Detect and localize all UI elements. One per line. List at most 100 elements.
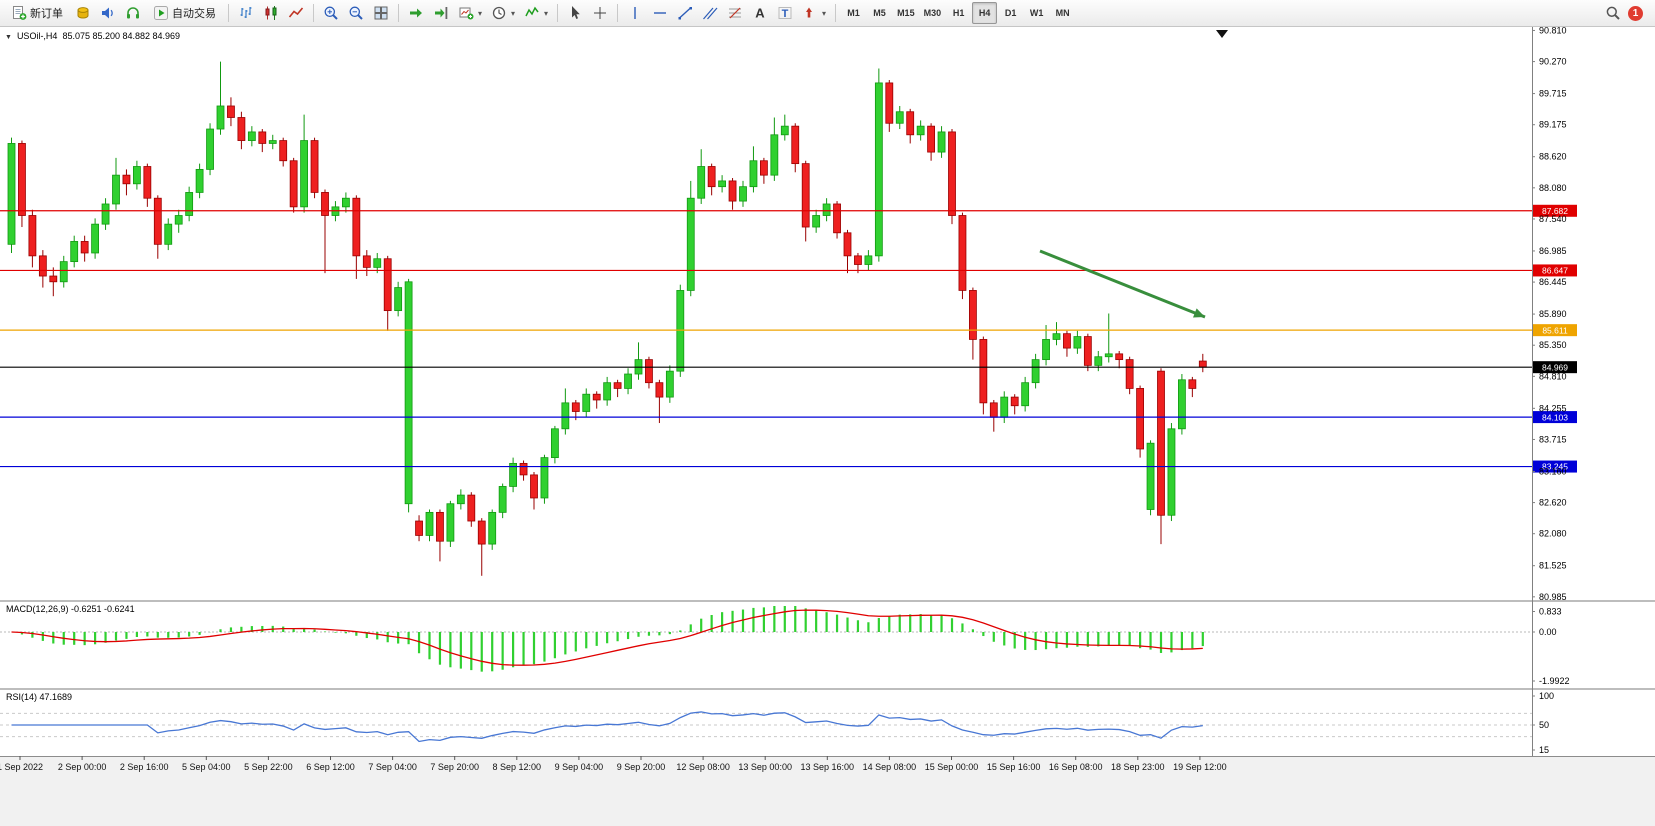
toolbar-separator [313, 4, 314, 22]
label-tool-glyph: T [782, 8, 789, 20]
timeframe-h4[interactable]: H4 [972, 2, 998, 24]
pane-splitter-rsi[interactable] [0, 688, 1655, 690]
candle-body [268, 140, 277, 144]
candle-body [300, 140, 309, 208]
clock-icon [492, 6, 506, 20]
timeframe-m5[interactable]: M5 [867, 2, 892, 24]
price-axis[interactable]: 87.682 86.647 85.611 84.969 84.103 83.245 90.8… [1532, 25, 1577, 755]
price-axis-label: 90.810 [1539, 25, 1567, 35]
candle-body [749, 160, 758, 188]
candle-body [373, 258, 382, 268]
candle-body [676, 290, 685, 372]
candle-body [509, 462, 518, 487]
fibonacci-tool-button[interactable] [723, 2, 747, 24]
support-button[interactable] [121, 2, 145, 24]
rsi-line [11, 711, 1203, 743]
chart-shift-button[interactable] [429, 2, 453, 24]
price-tag-value: 86.647 [1542, 266, 1568, 276]
price-axis-label: 86.985 [1539, 246, 1567, 256]
candle-body [477, 520, 486, 545]
candle-body [1052, 333, 1061, 340]
candle-body [571, 402, 580, 412]
vertical-line-tool-button[interactable] [623, 2, 647, 24]
speaker-icon [102, 7, 113, 19]
new-order-button[interactable]: 新订单 [4, 2, 70, 24]
search-button[interactable] [1601, 2, 1625, 24]
periods-button[interactable]: ▾ [487, 2, 519, 24]
candle-body [394, 287, 403, 312]
crosshair-button[interactable] [588, 2, 612, 24]
time-axis-label: 13 Sep 16:00 [801, 762, 855, 772]
candle-body [1031, 359, 1040, 384]
arrows-tool-button[interactable]: ▾ [798, 2, 830, 24]
text-label-tool-button[interactable]: T [773, 2, 797, 24]
candle-body [718, 180, 726, 188]
time-axis[interactable]: 1 Sep 2022 2 Sep 00:00 2 Sep 16:00 5 Sep 04… [0, 756, 1227, 772]
candle-body [352, 197, 361, 257]
candle-body [185, 192, 194, 216]
candle-body [341, 197, 350, 208]
news-button[interactable] [96, 2, 120, 24]
line-chart-button[interactable] [284, 2, 308, 24]
auto-scroll-button[interactable] [404, 2, 428, 24]
candle-body [425, 511, 434, 536]
timeframe-m1[interactable]: M1 [841, 2, 866, 24]
chart-shift-marker[interactable] [1216, 30, 1228, 38]
crosshair-icon [594, 7, 607, 19]
candle-body [1042, 339, 1050, 361]
macd-indicator [0, 606, 1532, 672]
new-chart-button[interactable]: ▾ [454, 2, 486, 24]
rsi-indicator [0, 711, 1532, 743]
zoom-out-button[interactable] [344, 2, 368, 24]
candle-body [1115, 353, 1124, 361]
auto-trading-button[interactable]: 自动交易 [146, 2, 223, 24]
pane-splitter-macd[interactable] [0, 600, 1655, 602]
candle-body [540, 457, 549, 499]
candle-body [488, 511, 497, 545]
candle-body [415, 520, 423, 536]
chart-background [0, 27, 1655, 826]
timeframe-mn[interactable]: MN [1050, 2, 1075, 24]
time-axis-scale[interactable] [0, 756, 1532, 826]
price-axis-label: 85.890 [1539, 309, 1567, 319]
timeframe-w1[interactable]: W1 [1024, 2, 1049, 24]
candlestick-chart-button[interactable] [259, 2, 283, 24]
horizontal-level-lines[interactable] [0, 210, 1532, 468]
trend-arrow-line[interactable] [1039, 249, 1206, 319]
bar-chart-button[interactable] [234, 2, 258, 24]
candle-body [958, 215, 967, 291]
indicators-button[interactable]: ▾ [520, 2, 552, 24]
alerts-button[interactable] [71, 2, 95, 24]
candle-body [195, 168, 204, 193]
tile-windows-button[interactable] [369, 2, 393, 24]
timeframe-m15[interactable]: M15 [893, 2, 919, 24]
zoom-in-button[interactable] [319, 2, 343, 24]
fibonacci-icon [729, 7, 742, 19]
chart-plot-area[interactable] [0, 27, 1532, 600]
candlestick-series [7, 61, 1207, 576]
price-axis-scale[interactable] [1532, 27, 1655, 756]
time-axis-label: 2 Sep 00:00 [58, 762, 107, 772]
text-tool-glyph: A [755, 6, 765, 21]
price-axis-label: 80.985 [1539, 592, 1567, 602]
trendline-tool-button[interactable] [673, 2, 697, 24]
candle-body [258, 131, 267, 144]
channel-tool-button[interactable] [698, 2, 722, 24]
price-axis-label: 83.715 [1539, 434, 1567, 444]
notification-badge[interactable]: 1 [1628, 5, 1643, 21]
timeframe-m30[interactable]: M30 [920, 2, 946, 24]
cursor-button[interactable] [563, 2, 587, 24]
trend-arrow-annotation[interactable] [1039, 249, 1206, 319]
horizontal-line-tool-button[interactable] [648, 2, 672, 24]
timeframe-d1[interactable]: D1 [998, 2, 1023, 24]
dropdown-arrow-icon: ▾ [544, 8, 549, 18]
candle-body [446, 503, 455, 542]
text-tool-button[interactable]: A [748, 2, 772, 24]
candle-body [1073, 336, 1082, 349]
candle-body [436, 511, 444, 542]
candle-body [843, 232, 852, 257]
timeframe-h1[interactable]: H1 [946, 2, 971, 24]
candle-body [1178, 379, 1186, 430]
candle-body [561, 402, 570, 430]
